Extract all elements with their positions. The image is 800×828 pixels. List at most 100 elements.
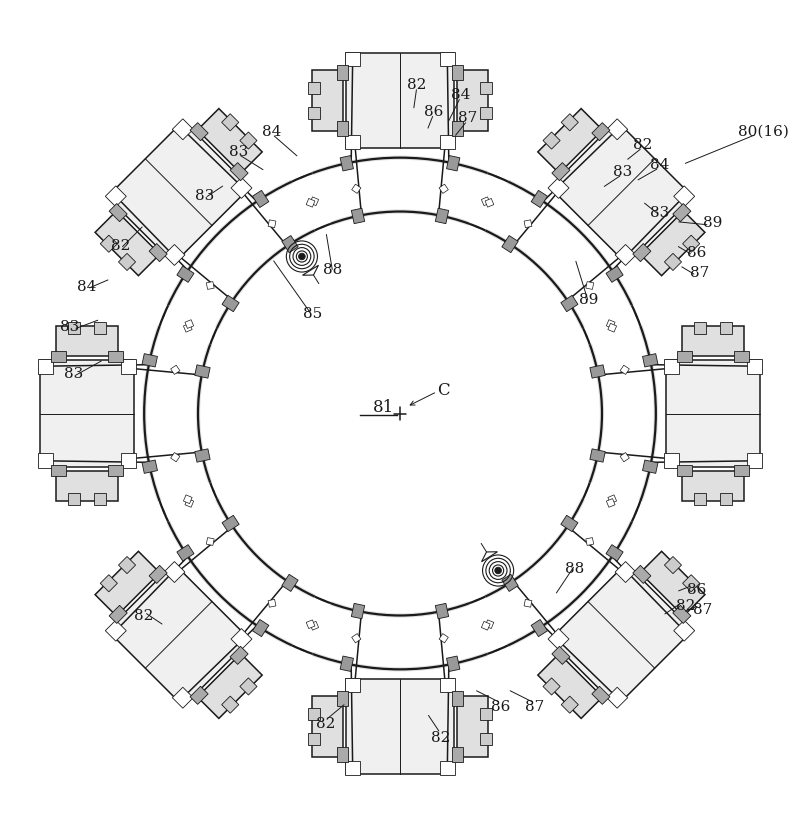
Polygon shape xyxy=(562,114,578,132)
Polygon shape xyxy=(482,198,490,206)
Text: 86: 86 xyxy=(686,246,706,260)
Polygon shape xyxy=(95,551,160,616)
Polygon shape xyxy=(240,678,257,696)
Polygon shape xyxy=(345,678,360,693)
Text: 86: 86 xyxy=(686,582,706,596)
Polygon shape xyxy=(615,245,636,266)
Text: 84: 84 xyxy=(650,158,669,172)
Text: 82: 82 xyxy=(407,78,426,91)
Polygon shape xyxy=(177,267,194,283)
Polygon shape xyxy=(121,454,136,469)
Polygon shape xyxy=(440,135,455,150)
Polygon shape xyxy=(620,366,630,375)
Polygon shape xyxy=(338,691,348,705)
Polygon shape xyxy=(313,696,342,758)
Polygon shape xyxy=(308,108,320,120)
Polygon shape xyxy=(561,296,578,312)
Polygon shape xyxy=(282,236,298,253)
Polygon shape xyxy=(222,296,239,312)
Polygon shape xyxy=(56,471,118,502)
Polygon shape xyxy=(306,620,315,628)
Polygon shape xyxy=(620,453,630,462)
Text: 87: 87 xyxy=(458,111,477,125)
Polygon shape xyxy=(310,622,318,630)
Text: 82: 82 xyxy=(111,239,130,253)
Polygon shape xyxy=(313,70,342,132)
Polygon shape xyxy=(485,620,494,628)
Polygon shape xyxy=(268,599,276,608)
Polygon shape xyxy=(107,564,250,706)
Text: 84: 84 xyxy=(262,124,282,138)
Polygon shape xyxy=(665,254,682,271)
Polygon shape xyxy=(720,322,732,335)
Polygon shape xyxy=(446,156,460,171)
Polygon shape xyxy=(440,678,455,693)
Text: 83: 83 xyxy=(650,205,669,219)
Polygon shape xyxy=(452,691,462,705)
Polygon shape xyxy=(440,761,455,776)
Polygon shape xyxy=(230,647,248,665)
Text: 84: 84 xyxy=(451,88,470,102)
Polygon shape xyxy=(673,205,691,223)
Polygon shape xyxy=(206,282,214,290)
Polygon shape xyxy=(435,604,449,619)
Polygon shape xyxy=(552,647,570,665)
Polygon shape xyxy=(51,466,66,477)
Polygon shape xyxy=(282,575,298,592)
Polygon shape xyxy=(194,450,210,463)
Polygon shape xyxy=(338,65,348,80)
Polygon shape xyxy=(352,185,361,195)
Polygon shape xyxy=(682,236,700,253)
Polygon shape xyxy=(524,220,532,229)
Polygon shape xyxy=(694,322,706,335)
Polygon shape xyxy=(253,619,269,637)
Polygon shape xyxy=(308,734,320,745)
Polygon shape xyxy=(452,65,462,80)
Text: 83: 83 xyxy=(61,320,80,334)
Polygon shape xyxy=(302,266,318,276)
Text: 84: 84 xyxy=(78,279,97,293)
Polygon shape xyxy=(606,687,628,708)
Polygon shape xyxy=(253,191,269,209)
Polygon shape xyxy=(231,628,252,650)
Polygon shape xyxy=(674,186,694,208)
Polygon shape xyxy=(633,566,651,584)
Polygon shape xyxy=(562,696,578,714)
Polygon shape xyxy=(458,70,487,132)
Text: 83: 83 xyxy=(613,165,632,179)
Polygon shape xyxy=(642,460,658,474)
Polygon shape xyxy=(548,628,569,650)
Polygon shape xyxy=(439,633,448,643)
Polygon shape xyxy=(608,495,617,504)
Polygon shape xyxy=(606,545,623,561)
Polygon shape xyxy=(682,575,700,592)
Polygon shape xyxy=(674,620,694,642)
Polygon shape xyxy=(543,132,560,150)
Text: C: C xyxy=(438,382,450,399)
Polygon shape xyxy=(222,516,239,532)
Polygon shape xyxy=(524,599,532,608)
Polygon shape xyxy=(502,236,518,253)
Polygon shape xyxy=(100,236,118,253)
Polygon shape xyxy=(345,761,360,776)
Polygon shape xyxy=(198,654,262,719)
Text: 82: 82 xyxy=(633,138,652,152)
Polygon shape xyxy=(747,454,762,469)
Polygon shape xyxy=(340,156,354,171)
Polygon shape xyxy=(170,453,180,462)
Polygon shape xyxy=(590,450,606,463)
Polygon shape xyxy=(194,365,210,378)
Polygon shape xyxy=(149,566,167,584)
Polygon shape xyxy=(172,687,194,708)
Polygon shape xyxy=(678,351,692,362)
Polygon shape xyxy=(94,322,106,335)
Polygon shape xyxy=(452,748,462,763)
Polygon shape xyxy=(310,198,318,206)
Polygon shape xyxy=(206,538,214,546)
Polygon shape xyxy=(338,123,348,137)
Polygon shape xyxy=(352,633,361,643)
Text: 82: 82 xyxy=(677,599,696,613)
Polygon shape xyxy=(345,52,360,67)
Polygon shape xyxy=(177,545,194,561)
Polygon shape xyxy=(592,686,610,705)
